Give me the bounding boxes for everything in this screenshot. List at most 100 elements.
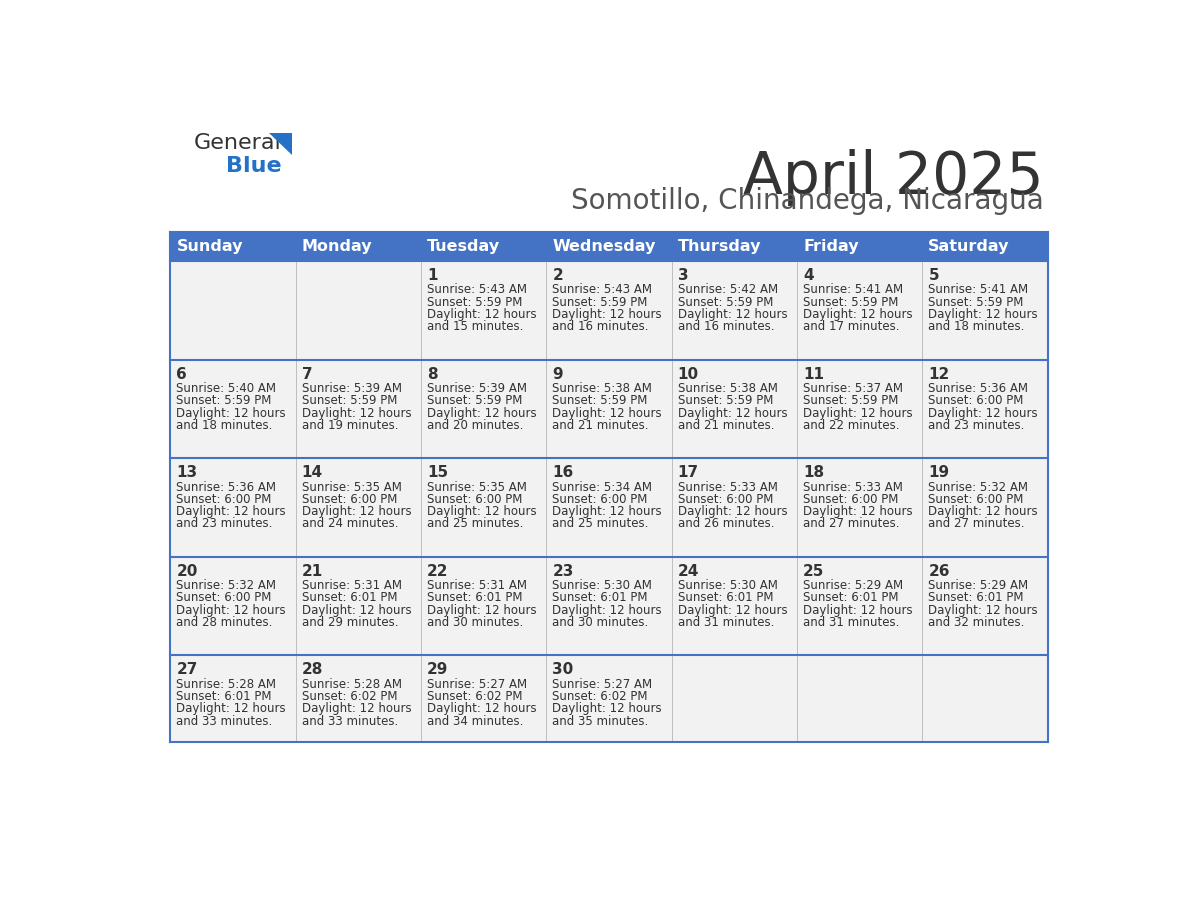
Text: Daylight: 12 hours: Daylight: 12 hours bbox=[176, 407, 286, 420]
Text: and 28 minutes.: and 28 minutes. bbox=[176, 616, 273, 629]
Text: Daylight: 12 hours: Daylight: 12 hours bbox=[176, 604, 286, 617]
Text: and 21 minutes.: and 21 minutes. bbox=[677, 419, 775, 432]
Bar bbox=[546, 556, 671, 655]
Polygon shape bbox=[268, 133, 292, 155]
Text: Sunset: 6:01 PM: Sunset: 6:01 PM bbox=[677, 591, 773, 604]
Text: Sunset: 5:59 PM: Sunset: 5:59 PM bbox=[677, 296, 773, 308]
Bar bbox=[170, 232, 1048, 261]
Text: 29: 29 bbox=[426, 662, 448, 677]
Bar bbox=[797, 556, 922, 655]
Bar bbox=[922, 556, 1048, 655]
Text: and 22 minutes.: and 22 minutes. bbox=[803, 419, 899, 432]
Text: Sunrise: 5:35 AM: Sunrise: 5:35 AM bbox=[426, 480, 527, 494]
Text: and 21 minutes.: and 21 minutes. bbox=[552, 419, 649, 432]
Text: Sunrise: 5:32 AM: Sunrise: 5:32 AM bbox=[176, 579, 277, 592]
Text: Daylight: 12 hours: Daylight: 12 hours bbox=[803, 308, 912, 321]
Text: Sunset: 6:01 PM: Sunset: 6:01 PM bbox=[426, 591, 523, 604]
Text: and 23 minutes.: and 23 minutes. bbox=[928, 419, 1025, 432]
Text: Sunset: 6:01 PM: Sunset: 6:01 PM bbox=[302, 591, 397, 604]
Text: Sunrise: 5:30 AM: Sunrise: 5:30 AM bbox=[677, 579, 778, 592]
Text: and 27 minutes.: and 27 minutes. bbox=[928, 518, 1025, 531]
Text: Friday: Friday bbox=[803, 239, 859, 254]
Text: Daylight: 12 hours: Daylight: 12 hours bbox=[928, 604, 1038, 617]
Text: Daylight: 12 hours: Daylight: 12 hours bbox=[552, 702, 662, 715]
Text: and 16 minutes.: and 16 minutes. bbox=[552, 320, 649, 333]
Text: Sunrise: 5:38 AM: Sunrise: 5:38 AM bbox=[677, 382, 778, 395]
Text: Sunset: 5:59 PM: Sunset: 5:59 PM bbox=[803, 296, 898, 308]
Text: 24: 24 bbox=[677, 564, 699, 578]
Text: General: General bbox=[194, 133, 282, 153]
Text: 9: 9 bbox=[552, 366, 563, 382]
Text: 17: 17 bbox=[677, 465, 699, 480]
Text: 12: 12 bbox=[928, 366, 949, 382]
Bar bbox=[546, 458, 671, 556]
Text: Sunset: 6:00 PM: Sunset: 6:00 PM bbox=[928, 493, 1024, 506]
Text: Sunset: 6:00 PM: Sunset: 6:00 PM bbox=[552, 493, 647, 506]
Text: Sunset: 5:59 PM: Sunset: 5:59 PM bbox=[426, 296, 523, 308]
Text: Sunset: 6:01 PM: Sunset: 6:01 PM bbox=[803, 591, 898, 604]
Bar bbox=[170, 261, 296, 360]
Bar bbox=[421, 360, 546, 458]
Text: Daylight: 12 hours: Daylight: 12 hours bbox=[176, 505, 286, 518]
Text: and 30 minutes.: and 30 minutes. bbox=[426, 616, 523, 629]
Text: and 33 minutes.: and 33 minutes. bbox=[302, 714, 398, 728]
Text: Sunrise: 5:27 AM: Sunrise: 5:27 AM bbox=[552, 677, 652, 690]
Text: 8: 8 bbox=[426, 366, 437, 382]
Text: Daylight: 12 hours: Daylight: 12 hours bbox=[803, 604, 912, 617]
Text: 25: 25 bbox=[803, 564, 824, 578]
Text: Sunset: 6:00 PM: Sunset: 6:00 PM bbox=[302, 493, 397, 506]
Bar bbox=[421, 655, 546, 742]
Bar bbox=[421, 556, 546, 655]
Bar bbox=[546, 655, 671, 742]
Text: 18: 18 bbox=[803, 465, 824, 480]
Text: 27: 27 bbox=[176, 662, 197, 677]
Text: Sunset: 6:02 PM: Sunset: 6:02 PM bbox=[552, 690, 647, 703]
Bar bbox=[922, 655, 1048, 742]
Text: Sunset: 5:59 PM: Sunset: 5:59 PM bbox=[426, 395, 523, 408]
Text: Sunrise: 5:30 AM: Sunrise: 5:30 AM bbox=[552, 579, 652, 592]
Text: Sunset: 5:59 PM: Sunset: 5:59 PM bbox=[302, 395, 397, 408]
Text: Sunset: 6:02 PM: Sunset: 6:02 PM bbox=[426, 690, 523, 703]
Text: Sunday: Sunday bbox=[176, 239, 242, 254]
Text: Somotillo, Chinandega, Nicaragua: Somotillo, Chinandega, Nicaragua bbox=[571, 187, 1043, 215]
Text: Daylight: 12 hours: Daylight: 12 hours bbox=[426, 604, 537, 617]
Text: Sunrise: 5:33 AM: Sunrise: 5:33 AM bbox=[677, 480, 778, 494]
Text: 22: 22 bbox=[426, 564, 449, 578]
Text: and 16 minutes.: and 16 minutes. bbox=[677, 320, 775, 333]
Text: Daylight: 12 hours: Daylight: 12 hours bbox=[677, 407, 788, 420]
Bar bbox=[922, 261, 1048, 360]
Text: 4: 4 bbox=[803, 268, 814, 283]
Text: 19: 19 bbox=[928, 465, 949, 480]
Text: Sunrise: 5:37 AM: Sunrise: 5:37 AM bbox=[803, 382, 903, 395]
Bar bbox=[546, 261, 671, 360]
Text: and 33 minutes.: and 33 minutes. bbox=[176, 714, 273, 728]
Text: Sunrise: 5:40 AM: Sunrise: 5:40 AM bbox=[176, 382, 277, 395]
Text: 7: 7 bbox=[302, 366, 312, 382]
Text: Sunset: 5:59 PM: Sunset: 5:59 PM bbox=[552, 395, 647, 408]
Text: and 27 minutes.: and 27 minutes. bbox=[803, 518, 899, 531]
Bar bbox=[797, 360, 922, 458]
Text: Daylight: 12 hours: Daylight: 12 hours bbox=[302, 505, 411, 518]
Bar bbox=[797, 458, 922, 556]
Text: Daylight: 12 hours: Daylight: 12 hours bbox=[176, 702, 286, 715]
Text: Sunset: 5:59 PM: Sunset: 5:59 PM bbox=[803, 395, 898, 408]
Text: and 20 minutes.: and 20 minutes. bbox=[426, 419, 524, 432]
Text: Sunrise: 5:35 AM: Sunrise: 5:35 AM bbox=[302, 480, 402, 494]
Text: and 32 minutes.: and 32 minutes. bbox=[928, 616, 1025, 629]
Text: Blue: Blue bbox=[226, 156, 282, 176]
Text: 23: 23 bbox=[552, 564, 574, 578]
Text: 10: 10 bbox=[677, 366, 699, 382]
Text: Daylight: 12 hours: Daylight: 12 hours bbox=[677, 505, 788, 518]
Text: Wednesday: Wednesday bbox=[552, 239, 656, 254]
Text: 14: 14 bbox=[302, 465, 323, 480]
Text: Sunset: 5:59 PM: Sunset: 5:59 PM bbox=[552, 296, 647, 308]
Text: Sunrise: 5:41 AM: Sunrise: 5:41 AM bbox=[803, 284, 903, 297]
Text: Daylight: 12 hours: Daylight: 12 hours bbox=[677, 604, 788, 617]
Text: 1: 1 bbox=[426, 268, 437, 283]
Text: Sunset: 6:01 PM: Sunset: 6:01 PM bbox=[928, 591, 1024, 604]
Bar bbox=[170, 458, 296, 556]
Text: Saturday: Saturday bbox=[928, 239, 1010, 254]
Bar bbox=[170, 360, 296, 458]
Text: Daylight: 12 hours: Daylight: 12 hours bbox=[426, 505, 537, 518]
Text: Sunset: 5:59 PM: Sunset: 5:59 PM bbox=[677, 395, 773, 408]
